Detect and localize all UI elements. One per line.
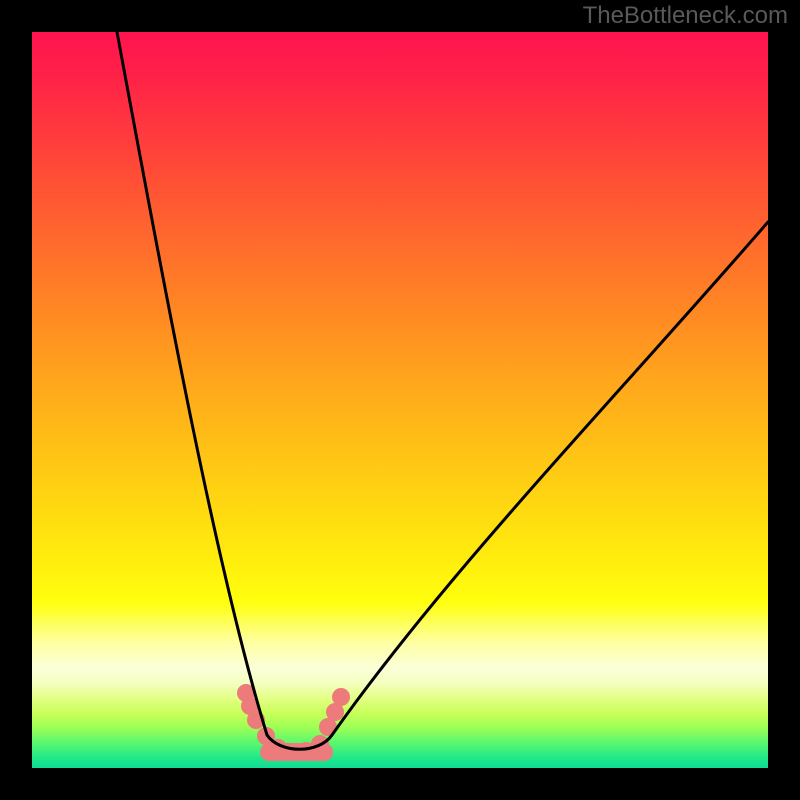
watermark-text: TheBottleneck.com xyxy=(583,2,788,30)
marker-dot xyxy=(332,688,350,706)
plot-area xyxy=(32,32,768,768)
curve-layer xyxy=(32,32,768,768)
v-curve-path xyxy=(117,32,768,749)
